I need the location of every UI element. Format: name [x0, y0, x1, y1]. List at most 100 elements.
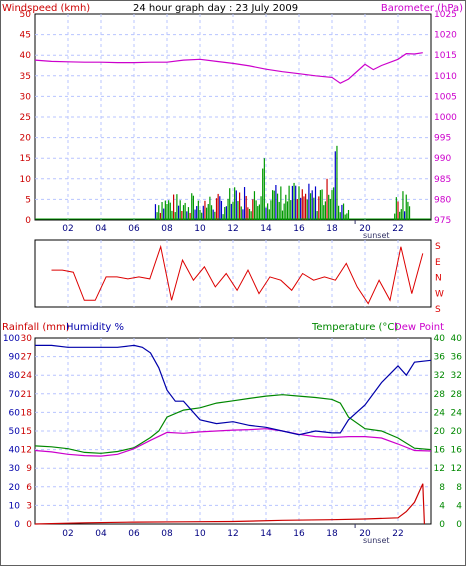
windspeed-tick-label: 20 [20, 134, 32, 144]
temp-tick-label-inner: 8 [439, 483, 445, 493]
direction-label: W [435, 289, 444, 299]
windspeed-tick-label: 50 [20, 10, 32, 20]
time-tick-label: 20 [359, 529, 371, 539]
time-tick-label: 08 [161, 224, 173, 234]
time-tick-label: 22 [392, 224, 403, 234]
windspeed-tick-label: 30 [20, 92, 32, 102]
barometer-tick-label: 1025 [434, 10, 457, 20]
rain-tick-label: 18 [21, 408, 33, 418]
temp-tick-label-inner: 32 [434, 371, 445, 381]
time-tick-label: 16 [293, 529, 305, 539]
time-tick-label: 14 [260, 224, 272, 234]
direction-label: E [435, 258, 441, 268]
temp-tick-label-inner: 0 [439, 520, 445, 530]
direction-line [51, 244, 424, 305]
time-tick-label: 20 [359, 224, 371, 234]
barometer-tick-label: 980 [434, 195, 451, 205]
windspeed-tick-label: 35 [20, 72, 31, 82]
time-tick-label: 22 [392, 529, 403, 539]
temp-tick-label-outer: 16 [451, 446, 463, 456]
barometer-line [34, 52, 423, 84]
rain-grid [35, 338, 431, 528]
windspeed-tick-label: 45 [20, 31, 31, 41]
time-tick-label: 18 [326, 224, 338, 234]
wind-grid [35, 14, 431, 224]
wind-barometer-panel: Windspeed (kmh) 24 hour graph day : 23 J… [2, 3, 463, 240]
temp-tick-label-outer: 40 [451, 334, 463, 344]
rain-tick-label: 0 [26, 520, 32, 530]
temp-tick-label-outer: 4 [456, 501, 462, 511]
humidity-tick-label: 60 [9, 408, 21, 418]
direction-label: S [435, 305, 441, 315]
time-tick-label: 04 [95, 529, 107, 539]
rain-tick-label: 27 [21, 353, 32, 363]
direction-label: N [435, 274, 442, 284]
time-tick-label: 18 [326, 529, 338, 539]
wind-lines [34, 52, 423, 84]
rain-humidity-temp-panel: Rainfall (mm) Humidity % Temperature (°C… [2, 322, 462, 545]
barometer-axis-title: Barometer (hPa) [381, 3, 463, 14]
sunset-label-bottom: sunset [363, 536, 390, 545]
time-tick-label: 06 [128, 224, 140, 234]
windspeed-tick-label: 5 [25, 195, 31, 205]
direction-line [51, 244, 424, 305]
humidity-tick-label: 0 [14, 520, 20, 530]
windspeed-tick-label: 25 [20, 113, 31, 123]
humidity-tick-label: 40 [9, 446, 21, 456]
dewpoint-axis-title: Dew Point [394, 322, 444, 333]
time-tick-label: 12 [227, 529, 238, 539]
temp-tick-label-inner: 36 [434, 353, 446, 363]
direction-grid [67, 240, 399, 307]
temp-tick-label-inner: 4 [439, 501, 445, 511]
barometer-tick-label: 1020 [434, 31, 457, 41]
windspeed-axis-title: Windspeed (kmh) [2, 3, 90, 14]
temp-tick-label-inner: 12 [434, 464, 445, 474]
rain-tick-label: 15 [21, 427, 32, 437]
time-tick-label: 02 [62, 529, 73, 539]
barometer-tick-label: 975 [434, 216, 451, 226]
barometer-tick-label: 990 [434, 154, 451, 164]
wind-bars [35, 145, 431, 220]
dewpoint-line [34, 428, 432, 457]
humidity-tick-label: 10 [9, 501, 21, 511]
wind-axis-labels: 0510152025303540455097598098599099510001… [20, 10, 458, 234]
temp-tick-label-outer: 24 [451, 408, 463, 418]
rain-tick-label: 24 [21, 371, 33, 381]
rain-tick-label: 12 [21, 446, 32, 456]
rainfall-axis-title: Rainfall (mm) [2, 322, 70, 333]
rain-tick-label: 3 [26, 501, 32, 511]
temp-tick-label-outer: 36 [451, 353, 463, 363]
barometer-tick-label: 1010 [434, 72, 457, 82]
humidity-line [35, 344, 432, 436]
temp-tick-label-inner: 20 [434, 427, 446, 437]
temp-tick-label-outer: 8 [456, 483, 462, 493]
temperature-axis-title: Temperature (°C) [311, 322, 398, 333]
rain-tick-label: 6 [26, 483, 32, 493]
time-tick-label: 10 [194, 529, 206, 539]
humidity-axis-title: Humidity % [66, 322, 124, 333]
temp-tick-label-inner: 24 [434, 408, 446, 418]
time-tick-label: 02 [62, 224, 73, 234]
temp-tick-label-inner: 28 [434, 390, 446, 400]
rain-tick-label: 21 [21, 390, 32, 400]
barometer-tick-label: 985 [434, 175, 451, 185]
humidity-tick-label: 70 [9, 390, 21, 400]
humidity-tick-label: 90 [9, 353, 21, 363]
time-tick-label: 16 [293, 224, 305, 234]
windspeed-tick-label: 0 [25, 216, 31, 226]
time-tick-label: 06 [128, 529, 140, 539]
windspeed-tick-label: 15 [20, 154, 31, 164]
barometer-tick-label: 1005 [434, 92, 457, 102]
time-tick-label: 12 [227, 224, 238, 234]
windspeed-tick-label: 40 [20, 51, 32, 61]
temp-tick-label-outer: 20 [451, 427, 463, 437]
time-tick-label: 14 [260, 529, 272, 539]
time-tick-label: 08 [161, 529, 173, 539]
rain-lines [34, 344, 432, 525]
time-tick-label: 10 [194, 224, 206, 234]
sunset-label-top: sunset [363, 231, 390, 240]
temp-tick-label-inner: 40 [434, 334, 446, 344]
temperature-line [34, 394, 432, 454]
